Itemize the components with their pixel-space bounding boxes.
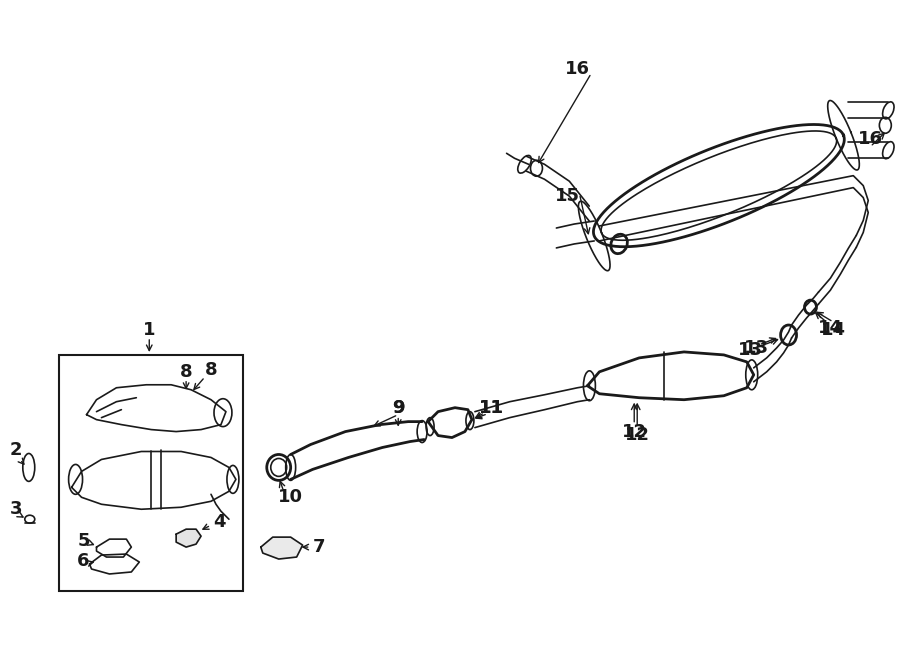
Text: 7: 7	[312, 538, 325, 556]
Text: 16: 16	[565, 60, 590, 78]
Text: 16: 16	[858, 130, 883, 148]
Text: 8: 8	[180, 363, 193, 381]
Text: 15: 15	[555, 187, 580, 205]
Text: 10: 10	[278, 489, 303, 506]
Polygon shape	[176, 529, 201, 547]
Text: 13: 13	[744, 339, 770, 357]
Text: 11: 11	[480, 399, 504, 416]
Text: 5: 5	[77, 532, 90, 550]
Text: 1: 1	[143, 321, 156, 339]
Text: 11: 11	[480, 399, 504, 416]
Text: 8: 8	[204, 361, 217, 379]
Text: 14: 14	[818, 319, 843, 337]
Text: 9: 9	[392, 399, 404, 416]
Text: 4: 4	[212, 513, 225, 531]
Text: 6: 6	[77, 552, 90, 570]
Bar	[58, 355, 243, 591]
Text: 9: 9	[392, 399, 404, 416]
Text: 2: 2	[10, 440, 22, 459]
Text: 14: 14	[821, 321, 846, 339]
Polygon shape	[261, 537, 302, 559]
Text: 13: 13	[738, 341, 763, 359]
Text: 12: 12	[622, 422, 647, 441]
Text: 12: 12	[625, 426, 650, 444]
Text: 3: 3	[10, 500, 22, 518]
